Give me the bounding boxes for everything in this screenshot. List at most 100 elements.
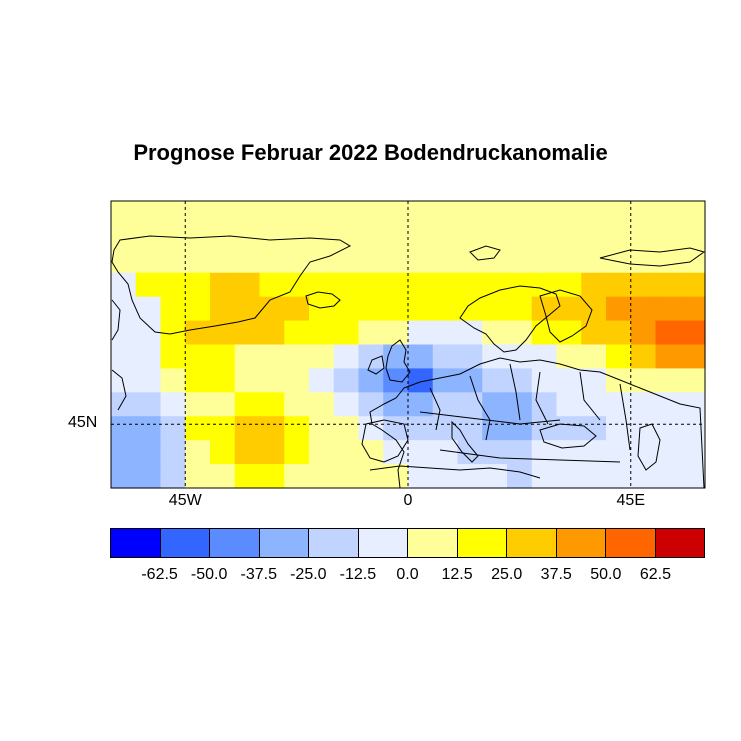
- anomaly-cell: [160, 392, 186, 417]
- anomaly-cell: [630, 464, 657, 489]
- anomaly-cell: [259, 392, 285, 417]
- anomaly-cell: [655, 344, 681, 370]
- anomaly-cell: [284, 416, 310, 441]
- anomaly-cell: [507, 368, 533, 393]
- anomaly-cell: [210, 440, 236, 465]
- anomaly-cell: [606, 440, 632, 465]
- anomaly-cell: [358, 224, 384, 250]
- anomaly-cell: [482, 344, 508, 370]
- anomaly-cell: [457, 320, 483, 346]
- anomaly-cell: [482, 392, 508, 417]
- anomaly-cell: [457, 416, 483, 441]
- anomaly-cell: [507, 201, 533, 226]
- anomaly-cell: [432, 272, 459, 298]
- anomaly-cell: [358, 248, 384, 274]
- anomaly-cell: [135, 416, 162, 441]
- anomaly-cell: [556, 392, 582, 417]
- ireland-coastline: [367, 355, 385, 375]
- colorbar: [110, 528, 705, 558]
- anomaly-cell: [259, 224, 285, 250]
- anomaly-cell: [556, 296, 582, 322]
- anomaly-cell: [135, 344, 162, 370]
- anomaly-cell: [185, 272, 211, 298]
- anomaly-cell: [581, 272, 607, 298]
- colorbar-swatch: [358, 529, 408, 557]
- anomaly-cell: [482, 368, 508, 393]
- anomaly-cell: [482, 296, 508, 322]
- anomaly-cell: [284, 392, 310, 417]
- anomaly-cell: [309, 464, 335, 489]
- colorbar-swatch: [655, 529, 704, 557]
- anomaly-cell: [284, 201, 310, 226]
- anomaly-cell: [432, 320, 459, 346]
- anomaly-cell: [309, 224, 335, 250]
- anomaly-cell: [680, 320, 706, 346]
- anomaly-cell: [531, 201, 558, 226]
- anomaly-cell: [333, 296, 360, 322]
- anomaly-cell: [284, 464, 310, 489]
- anomaly-cell: [160, 368, 186, 393]
- anomaly-cell: [457, 344, 483, 370]
- anomaly-cell: [210, 248, 236, 274]
- anomaly-cell: [680, 368, 706, 393]
- anomaly-cell: [284, 296, 310, 322]
- anomaly-cell: [111, 440, 137, 465]
- anomaly-cell: [408, 416, 434, 441]
- anomaly-cell: [482, 440, 508, 465]
- anomaly-cell: [111, 416, 137, 441]
- colorbar-swatch: [210, 529, 260, 557]
- colorbar-tick-label: -12.5: [339, 566, 377, 583]
- anomaly-cell: [432, 201, 459, 226]
- anomaly-cell: [333, 248, 360, 274]
- anomaly-cell: [408, 320, 434, 346]
- anomaly-cell: [432, 440, 459, 465]
- anomaly-cell: [358, 464, 384, 489]
- anomaly-cell: [210, 272, 236, 298]
- anomaly-cell: [185, 392, 211, 417]
- anomaly-cell: [630, 440, 657, 465]
- anomaly-cell: [309, 368, 335, 393]
- colorbar-swatch: [606, 529, 656, 557]
- anomaly-cell: [680, 464, 706, 489]
- anomaly-cell: [284, 320, 310, 346]
- anomaly-cell: [111, 201, 137, 226]
- anomaly-cell: [630, 320, 657, 346]
- anomaly-cell: [309, 440, 335, 465]
- anomaly-cell: [531, 320, 558, 346]
- anomaly-cell: [408, 248, 434, 274]
- colorbar-swatch: [309, 529, 359, 557]
- anomaly-cell: [309, 296, 335, 322]
- anomaly-cell: [135, 464, 162, 489]
- anomaly-cell: [333, 368, 360, 393]
- anomaly-cell: [309, 320, 335, 346]
- anomaly-cell: [432, 248, 459, 274]
- anomaly-cell: [507, 224, 533, 250]
- anomaly-cell: [358, 320, 384, 346]
- anomaly-cell: [135, 392, 162, 417]
- anomaly-cell: [630, 224, 657, 250]
- anomaly-cell: [556, 320, 582, 346]
- anomaly-cell: [333, 201, 360, 226]
- anomaly-cell: [383, 272, 409, 298]
- anomaly-cell: [383, 296, 409, 322]
- anomaly-cell: [606, 320, 632, 346]
- anomaly-cell: [581, 464, 607, 489]
- anomaly-cell: [358, 392, 384, 417]
- anomaly-cell: [333, 344, 360, 370]
- anomaly-cell: [234, 440, 261, 465]
- anomaly-cell: [432, 464, 459, 489]
- arctic-islands-coastline: [469, 245, 706, 267]
- anomaly-cell: [185, 368, 211, 393]
- anomaly-cell: [655, 272, 681, 298]
- anomaly-cell: [259, 368, 285, 393]
- anomaly-cell: [309, 344, 335, 370]
- anomaly-cell: [160, 272, 186, 298]
- anomaly-cell: [507, 464, 533, 489]
- anomaly-cell: [507, 320, 533, 346]
- anomaly-cell: [259, 344, 285, 370]
- colorbar-tick-label: 0.0: [396, 566, 419, 583]
- anomaly-cell: [482, 272, 508, 298]
- anomaly-cell: [358, 201, 384, 226]
- lat-lon-grid: [111, 201, 705, 488]
- anomaly-cell: [111, 272, 137, 298]
